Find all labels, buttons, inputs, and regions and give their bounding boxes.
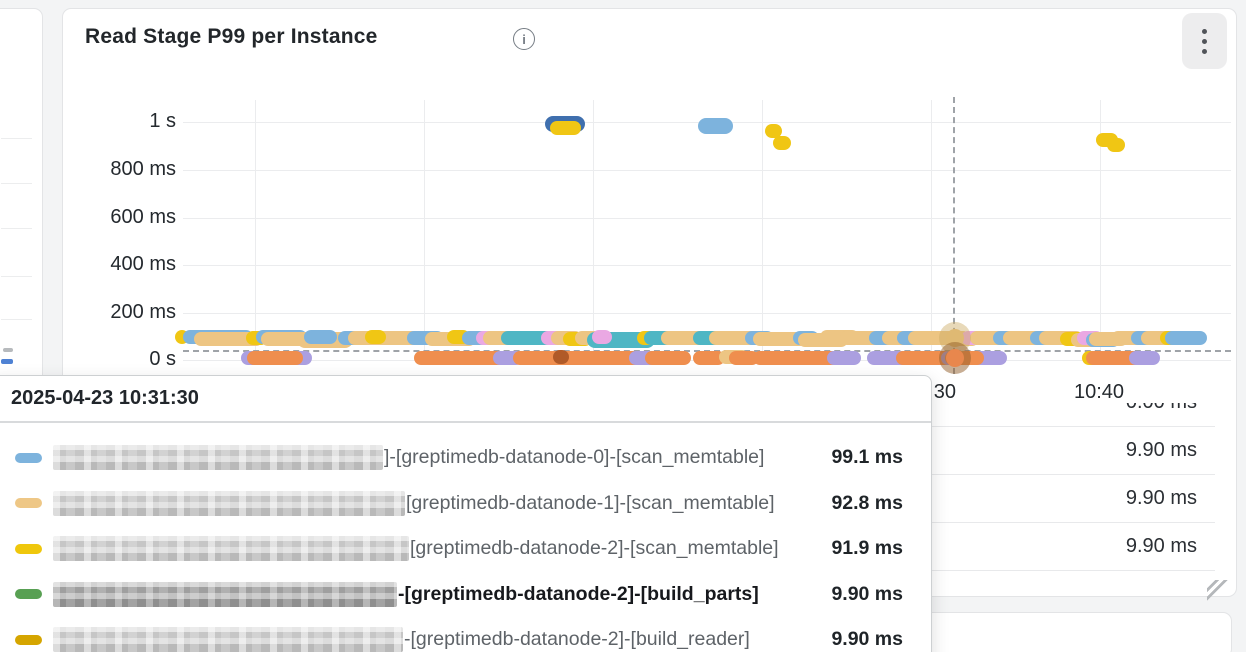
- left-panel-gridline: [1, 319, 32, 320]
- series-value: 9.90 ms: [831, 628, 903, 651]
- legend-value: 9.90 ms: [1125, 487, 1197, 509]
- chart-tooltip: 2025-04-23 10:31:30 ]-[greptimedb-datano…: [0, 375, 932, 652]
- series-label: [greptimedb-datanode-2]-[scan_memtable]: [410, 537, 779, 560]
- legend-value: 9.90 ms: [1125, 535, 1197, 557]
- panel-menu-button[interactable]: [1182, 13, 1227, 69]
- series-swatch: [15, 498, 42, 509]
- series-label: [greptimedb-datanode-1]-[scan_memtable]: [406, 491, 775, 514]
- left-panel-gridline: [1, 276, 32, 277]
- redacted-series-name: [53, 445, 383, 471]
- legend-value: 0.00 ms: [1126, 403, 1197, 414]
- left-panel-series-mark: [3, 348, 13, 352]
- tooltip-row: [greptimedb-datanode-1]-[scan_memtable] 9…: [0, 481, 931, 527]
- tooltip-timestamp: 2025-04-23 10:31:30: [11, 387, 199, 409]
- tooltip-row: ]-[greptimedb-datanode-0]-[scan_memtable…: [0, 435, 931, 481]
- series-label: -[greptimedb-datanode-2]-[build_parts]: [398, 582, 759, 605]
- page-title: Read Stage P99 per Instance: [85, 25, 378, 48]
- series-swatch: [15, 543, 42, 554]
- series-swatch: [15, 589, 42, 600]
- redacted-series-name: [53, 581, 397, 607]
- left-panel-gridline: [1, 138, 32, 139]
- left-panel-series-mark: [1, 359, 13, 364]
- tooltip-rows: ]-[greptimedb-datanode-0]-[scan_memtable…: [0, 423, 931, 652]
- crosshair-horizontal-line: [183, 350, 1231, 352]
- redacted-series-name: [53, 490, 405, 516]
- series-value: 92.8 ms: [831, 491, 903, 514]
- series-value: 91.9 ms: [831, 537, 903, 560]
- series-swatch: [15, 452, 42, 463]
- series-value: 9.90 ms: [831, 582, 903, 605]
- left-panel-gridline: [1, 228, 32, 229]
- series-label: -[greptimedb-datanode-2]-[build_reader]: [404, 628, 750, 651]
- legend-value: 9.90 ms: [1125, 439, 1197, 461]
- tooltip-divider: [0, 421, 931, 423]
- series-value: 99.1 ms: [831, 446, 903, 469]
- info-icon[interactable]: i: [513, 28, 535, 50]
- redacted-series-name: [53, 536, 409, 562]
- redacted-series-name: [53, 627, 403, 652]
- tooltip-row: -[greptimedb-datanode-2]-[build_parts] 9.…: [0, 572, 931, 618]
- left-panel-gridline: [1, 183, 32, 184]
- series-label: ]-[greptimedb-datanode-0]-[scan_memtable…: [384, 446, 765, 469]
- tooltip-row: -[greptimedb-datanode-2]-[build_reader] 9…: [0, 617, 931, 652]
- tooltip-row: [greptimedb-datanode-2]-[scan_memtable] 9…: [0, 526, 931, 572]
- panel-resize-handle[interactable]: [1207, 580, 1229, 602]
- series-swatch: [15, 634, 42, 645]
- crosshair-vertical-line: [953, 97, 955, 374]
